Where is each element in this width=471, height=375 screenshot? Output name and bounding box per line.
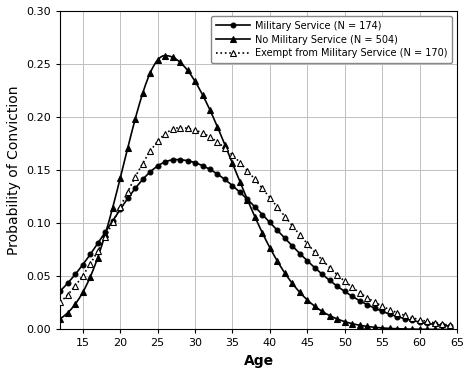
Y-axis label: Probability of Conviction: Probability of Conviction (7, 86, 21, 255)
X-axis label: Age: Age (244, 354, 274, 368)
Legend: Military Service (N = 174), No Military Service (N = 504), Exempt from Military : Military Service (N = 174), No Military … (211, 16, 452, 63)
